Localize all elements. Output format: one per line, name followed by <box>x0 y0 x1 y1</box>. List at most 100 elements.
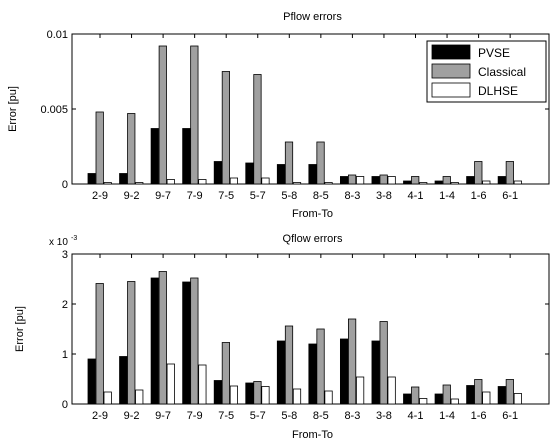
panel2-y-tick-label: 3 <box>62 249 68 261</box>
panel2-bar-series1-7-5 <box>213 380 222 405</box>
panel2-bar-series1-8-3 <box>339 338 349 405</box>
panel1-bar-series2-7-5 <box>221 71 230 185</box>
panel2-y-tick-label: 2 <box>62 299 68 311</box>
panel2-x-axis-label: From-To <box>292 429 333 441</box>
panel2-bar-series3-1-4 <box>450 398 459 405</box>
panel2-bar-series3-5-7 <box>261 386 270 405</box>
panel1-bar-series1-4-1 <box>403 180 412 185</box>
panel1-x-tick-label: 5-7 <box>250 190 266 202</box>
panel2-bar-series3-8-5 <box>324 390 333 405</box>
panel1-legend-label-1: PVSE <box>478 46 510 60</box>
panel1-bar-series1-5-7 <box>245 162 254 185</box>
panel1-bar-series1-7-9 <box>182 128 191 185</box>
panel1-bar-series1-8-3 <box>339 176 349 185</box>
panel2-y-exponent-power: -3 <box>71 235 77 242</box>
panel1-bar-series1-5-8 <box>276 164 286 185</box>
panel1-bar-series2-8-5 <box>316 141 325 185</box>
panel1-x-tick-label: 6-1 <box>502 190 518 202</box>
panel2-bar-series2-2-9 <box>95 283 104 405</box>
panel1-bar-series3-4-1 <box>419 182 428 185</box>
panel1-bar-series3-3-8 <box>387 176 396 185</box>
panel1-bar-series2-3-8 <box>379 174 388 185</box>
panel1-bar-series2-6-1 <box>505 161 514 185</box>
panel1-x-tick-label: 8-3 <box>344 190 360 202</box>
panel2-bar-series1-7-9 <box>182 281 191 405</box>
panel2-x-tick-label: 4-1 <box>408 410 424 422</box>
panel1-bar-series3-2-9 <box>103 182 112 185</box>
panel1-bar-series3-1-4 <box>450 182 459 185</box>
panel2-y-tick-label: 1 <box>62 349 68 361</box>
panel1-x-tick-label: 7-5 <box>218 190 234 202</box>
panel1-y-axis-label: Error [pu] <box>7 86 19 132</box>
panel2-x-tick-label: 3-8 <box>376 410 392 422</box>
panel1-bar-series3-8-5 <box>324 182 333 185</box>
panel2-x-tick-label: 7-5 <box>218 410 234 422</box>
panel1-bar-series3-7-5 <box>229 177 238 185</box>
panel1-bar-series3-7-9 <box>198 179 207 185</box>
panel1-x-tick-label: 5-8 <box>281 190 297 202</box>
panel2-bar-series3-9-7 <box>166 363 175 405</box>
panel1-bar-series3-6-1 <box>513 180 522 185</box>
panel2-x-tick-label: 5-7 <box>250 410 266 422</box>
panel1-bar-series1-7-5 <box>213 161 222 185</box>
panel1-legend-label-3: DLHSE <box>478 84 518 98</box>
panel1-x-tick-label: 1-4 <box>439 190 455 202</box>
panel2-y-axis-label: Error [pu] <box>14 306 26 352</box>
panel2-bar-series1-1-4 <box>434 393 443 405</box>
panel2-bar-series3-9-2 <box>135 389 144 405</box>
panel1-legend-swatch-3 <box>431 82 471 98</box>
panel2-bar-series3-3-8 <box>387 376 396 405</box>
panel2-bar-series3-8-3 <box>355 376 365 405</box>
panel2-bar-series2-8-3 <box>347 318 357 405</box>
panel1-y-tick-label: 0.005 <box>40 104 68 116</box>
panel1-bar-series2-2-9 <box>95 111 104 185</box>
panel2-bar-series1-5-7 <box>245 382 254 405</box>
panel1-bar-series2-1-6 <box>474 161 483 185</box>
panel2-x-tick-label: 9-7 <box>155 410 171 422</box>
panel2-bar-series3-4-1 <box>419 398 428 405</box>
panel2-bar-series2-8-5 <box>316 328 325 405</box>
panel1-bar-series1-6-1 <box>497 176 506 185</box>
panel2-bar-series2-3-8 <box>379 321 388 405</box>
panel2-y-tick-label: 0 <box>62 399 68 411</box>
panel2-x-tick-label: 8-5 <box>313 410 329 422</box>
panel1-x-tick-label: 9-7 <box>155 190 171 202</box>
panel2-bar-series2-5-8 <box>284 325 294 405</box>
panel1-bar-series3-9-7 <box>166 179 175 185</box>
panel2-bar-series3-2-9 <box>103 391 112 405</box>
panel1-bar-series3-9-2 <box>135 182 144 185</box>
panel1-bar-series2-9-2 <box>127 113 136 185</box>
panel2-bar-series1-5-8 <box>276 340 286 405</box>
panel1-legend-swatch-2 <box>431 63 471 79</box>
panel2-bar-series2-9-7 <box>158 271 167 405</box>
panel2-x-tick-label: 1-4 <box>439 410 455 422</box>
panel1-legend-swatch-1 <box>431 44 471 60</box>
panel1-bar-series2-7-9 <box>190 45 199 185</box>
panel2-bar-series1-4-1 <box>403 393 412 405</box>
panel1-bar-series3-1-6 <box>482 180 491 185</box>
panel2-bar-series3-7-5 <box>229 385 238 405</box>
panel2-bar-series1-2-9 <box>87 358 96 405</box>
panel2-bar-series2-7-9 <box>190 277 199 405</box>
panel1-bar-series1-2-9 <box>87 173 96 185</box>
panel2-x-tick-label: 1-6 <box>471 410 487 422</box>
panel2-bar-series3-7-9 <box>198 364 207 405</box>
panel1-bar-series1-8-5 <box>308 164 317 185</box>
panel1-bar-series2-8-3 <box>347 174 357 185</box>
panel1-bar-series2-9-7 <box>158 45 167 185</box>
panel1-legend-label-2: Classical <box>478 65 526 79</box>
panel2-x-tick-label: 6-1 <box>502 410 518 422</box>
panel2-x-tick-label: 9-2 <box>124 410 140 422</box>
panel2-bar-series2-7-5 <box>221 342 230 405</box>
panel2-bar-series3-6-1 <box>513 393 522 405</box>
panel1-chart-title: Pflow errors <box>283 11 342 23</box>
panel2-x-tick-label: 5-8 <box>281 410 297 422</box>
panel2-bar-series1-9-2 <box>119 356 128 405</box>
panel2-bar-series3-1-6 <box>482 391 491 405</box>
panel1-bar-series3-8-3 <box>355 176 365 185</box>
panel1-x-tick-label: 4-1 <box>408 190 424 202</box>
panel2-bar-series1-9-7 <box>150 277 159 405</box>
panel1-x-tick-label: 7-9 <box>187 190 203 202</box>
panel2-bar-series2-5-7 <box>253 381 262 405</box>
